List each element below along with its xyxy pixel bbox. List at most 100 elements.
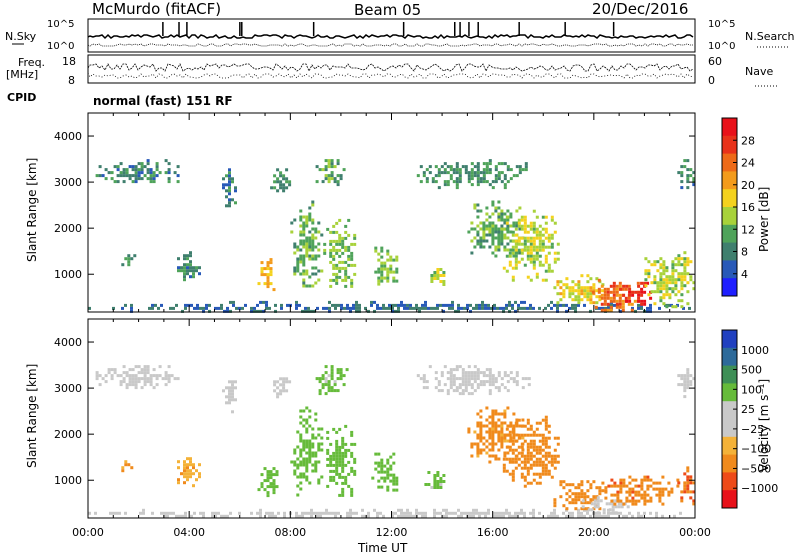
- data-cell: [461, 389, 465, 393]
- data-cell: [317, 427, 321, 431]
- data-cell: [577, 511, 580, 515]
- data-cell: [446, 371, 450, 375]
- data-cell: [449, 374, 453, 378]
- data-cell: [457, 303, 460, 307]
- data-cell: [137, 162, 141, 166]
- data-cell: [299, 239, 303, 243]
- data-cell: [653, 263, 657, 267]
- data-cell: [526, 254, 530, 258]
- data-cell: [686, 484, 690, 488]
- data-cell: [646, 306, 649, 310]
- data-cell: [383, 464, 387, 468]
- data-cell: [556, 442, 560, 446]
- data-cell: [470, 374, 474, 378]
- data-cell: [565, 508, 568, 512]
- data-cell: [604, 496, 608, 500]
- data-cell: [467, 174, 471, 178]
- data-cell: [512, 224, 516, 228]
- data-cell: [656, 287, 660, 291]
- data-cell: [326, 451, 330, 455]
- data-cell: [323, 251, 327, 255]
- data-cell: [649, 499, 653, 503]
- data-cell: [439, 274, 443, 277]
- data-cell: [665, 269, 669, 273]
- data-cell: [589, 295, 593, 299]
- data-cell: [228, 395, 231, 399]
- data-cell: [514, 233, 518, 237]
- data-cell: [499, 514, 502, 518]
- data-cell: [155, 377, 159, 381]
- data-cell: [225, 401, 228, 405]
- data-cell: [523, 236, 527, 240]
- data-cell: [502, 469, 506, 473]
- data-cell: [448, 303, 451, 307]
- data-cell: [433, 508, 436, 512]
- data-cell: [310, 309, 313, 313]
- data-cell: [476, 183, 480, 187]
- data-cell: [473, 389, 477, 393]
- data-cell: [397, 306, 400, 310]
- data-cell: [538, 260, 542, 264]
- data-cell: [541, 439, 545, 443]
- data-cell: [155, 165, 159, 169]
- data-cell: [389, 455, 393, 459]
- data-cell: [479, 421, 483, 425]
- data-cell: [332, 278, 336, 282]
- data-cell: [630, 302, 634, 306]
- data-cell: [395, 476, 399, 480]
- data-cell: [134, 365, 138, 369]
- data-cell: [520, 433, 524, 437]
- data-cell: [526, 481, 530, 485]
- data-cell: [625, 299, 629, 303]
- data-cell: [397, 309, 400, 313]
- data-cell: [458, 386, 462, 390]
- data-cell: [515, 174, 519, 178]
- data-cell: [325, 306, 328, 310]
- data-cell: [520, 466, 524, 470]
- data-cell: [491, 203, 495, 207]
- data-cell: [376, 306, 379, 310]
- data-cell: [511, 251, 515, 255]
- data-cell: [299, 460, 303, 464]
- data-cell: [172, 511, 175, 515]
- data-cell: [535, 427, 539, 431]
- data-cell: [511, 472, 515, 476]
- data-cell: [442, 508, 445, 512]
- data-cell: [662, 269, 666, 273]
- data-cell: [478, 511, 481, 515]
- data-cell: [377, 279, 381, 283]
- data-cell: [458, 383, 462, 387]
- data-cell: [485, 451, 489, 455]
- data-cell: [295, 306, 298, 310]
- data-cell: [184, 514, 187, 518]
- data-cell: [321, 386, 325, 390]
- data-cell: [485, 206, 489, 210]
- y-tick-label: 4000: [54, 130, 82, 143]
- data-cell: [592, 283, 596, 287]
- data-cell: [544, 269, 548, 273]
- data-cell: [418, 309, 421, 313]
- data-cell: [526, 466, 530, 470]
- data-cell: [391, 514, 394, 518]
- data-cell: [470, 239, 474, 243]
- data-cell: [299, 463, 303, 467]
- data-cell: [437, 174, 441, 178]
- data-cell: [523, 227, 527, 231]
- data-cell: [497, 433, 501, 437]
- data-cell: [122, 377, 126, 381]
- data-cell: [488, 159, 492, 163]
- data-cell: [338, 254, 342, 258]
- data-cell: [565, 309, 568, 313]
- data-cell: [279, 186, 283, 190]
- data-cell: [344, 481, 348, 485]
- data-cell: [430, 306, 433, 310]
- data-cell: [425, 177, 429, 181]
- data-cell: [692, 281, 696, 285]
- data-cell: [674, 305, 678, 309]
- data-cell: [330, 174, 334, 178]
- data-cell: [234, 380, 237, 384]
- data-cell: [193, 306, 196, 310]
- data-cell: [613, 303, 616, 307]
- data-cell: [266, 491, 270, 495]
- data-cell: [308, 245, 312, 249]
